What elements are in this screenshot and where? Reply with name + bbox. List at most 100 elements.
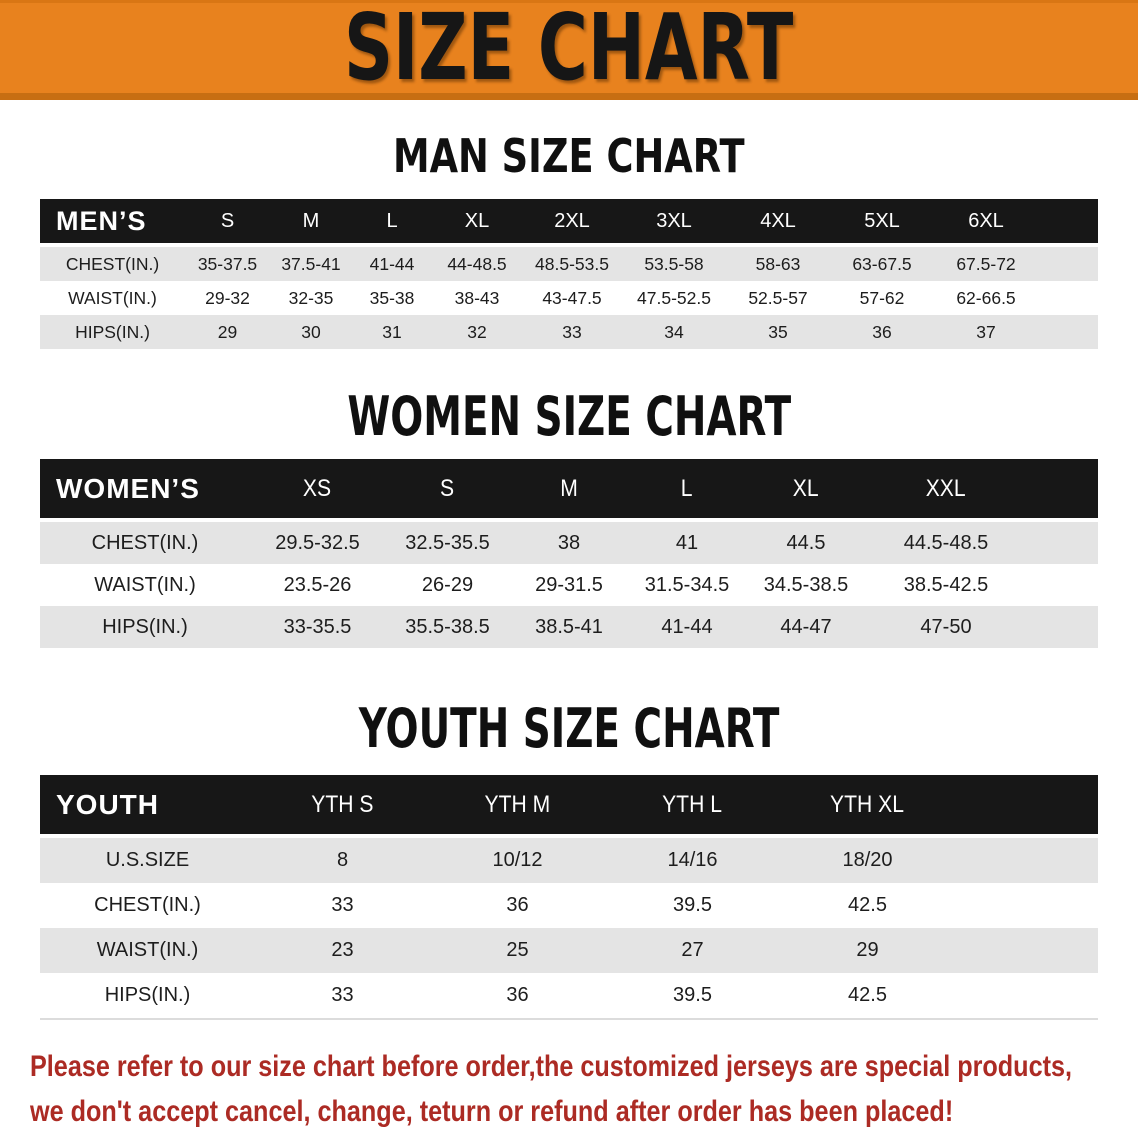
size-value-cell: 31.5-34.5 xyxy=(628,564,746,606)
size-value-cell: 32 xyxy=(432,315,522,349)
size-value-cell: 33 xyxy=(255,883,430,928)
banner: SIZE CHART xyxy=(0,0,1138,100)
table-row: CHEST(IN.) 35-37.5 37.5-41 41-44 44-48.5… xyxy=(40,245,1098,281)
page-title: SIZE CHART xyxy=(344,0,794,101)
size-value-cell: 26-29 xyxy=(385,564,510,606)
size-value-cell: 35.5-38.5 xyxy=(385,606,510,648)
row-label: WAIST(IN.) xyxy=(40,281,185,315)
size-value-cell: 67.5-72 xyxy=(934,245,1038,281)
size-column-header: 5XL xyxy=(830,199,934,247)
size-value-cell: 44.5-48.5 xyxy=(866,520,1026,564)
size-column-header: YTH L xyxy=(605,775,780,838)
disclaimer-line-2: we don't accept cancel, change, teturn o… xyxy=(30,1095,954,1128)
size-value-cell: 62-66.5 xyxy=(934,281,1038,315)
size-value-cell: 32.5-35.5 xyxy=(385,520,510,564)
size-value-cell: 29-32 xyxy=(185,281,270,315)
size-value-cell: 29.5-32.5 xyxy=(250,520,385,564)
size-column-header: M xyxy=(510,459,628,522)
size-value-cell: 36 xyxy=(430,883,605,928)
youth-table-header-row: YOUTH YTH S YTH M YTH L YTH XL xyxy=(40,775,1098,838)
size-column-header: 6XL xyxy=(934,199,1038,247)
row-label: WAIST(IN.) xyxy=(40,928,255,973)
size-value-cell: 48.5-53.5 xyxy=(522,245,622,281)
filler-cell xyxy=(955,973,1098,1020)
size-column-header: 2XL xyxy=(522,199,622,247)
size-value-cell: 32-35 xyxy=(270,281,352,315)
size-value-cell: 57-62 xyxy=(830,281,934,315)
size-column-header: XS xyxy=(250,459,385,522)
size-value-cell: 29 xyxy=(780,928,955,973)
youth-size-table: YOUTH YTH S YTH M YTH L YTH XL U.S.SIZE … xyxy=(40,775,1098,1020)
table-row: U.S.SIZE 8 10/12 14/16 18/20 xyxy=(40,836,1098,883)
filler-cell xyxy=(955,883,1098,928)
youth-chart-heading: YOUTH SIZE CHART xyxy=(358,697,780,760)
size-value-cell: 41 xyxy=(628,520,746,564)
filler-cell xyxy=(1038,281,1098,315)
size-value-cell: 23.5-26 xyxy=(250,564,385,606)
men-chart-heading: MAN SIZE CHART xyxy=(393,129,745,183)
size-value-cell: 39.5 xyxy=(605,883,780,928)
filler-cell xyxy=(1026,564,1098,606)
size-value-cell: 33 xyxy=(522,315,622,349)
size-value-cell: 37.5-41 xyxy=(270,245,352,281)
size-value-cell: 27 xyxy=(605,928,780,973)
size-column-header: S xyxy=(185,199,270,247)
disclaimer-line-1: Please refer to our size chart before or… xyxy=(30,1050,1073,1083)
size-column-header: 3XL xyxy=(622,199,726,247)
size-value-cell: 33 xyxy=(255,973,430,1020)
filler-cell xyxy=(955,775,1098,838)
size-value-cell: 42.5 xyxy=(780,973,955,1020)
size-value-cell: 63-67.5 xyxy=(830,245,934,281)
size-value-cell: 35 xyxy=(726,315,830,349)
table-row: HIPS(IN.) 33 36 39.5 42.5 xyxy=(40,973,1098,1020)
men-table-header-row: MEN’S S M L XL 2XL 3XL 4XL 5XL 6XL xyxy=(40,199,1098,247)
table-row: WAIST(IN.) 23 25 27 29 xyxy=(40,928,1098,973)
size-value-cell: 38.5-42.5 xyxy=(866,564,1026,606)
size-value-cell: 36 xyxy=(430,973,605,1020)
size-value-cell: 47.5-52.5 xyxy=(622,281,726,315)
filler-cell xyxy=(955,836,1098,883)
table-row: WAIST(IN.) 23.5-26 26-29 29-31.5 31.5-34… xyxy=(40,564,1098,606)
row-label: HIPS(IN.) xyxy=(40,315,185,349)
size-value-cell: 42.5 xyxy=(780,883,955,928)
filler-cell xyxy=(1026,520,1098,564)
size-value-cell: 39.5 xyxy=(605,973,780,1020)
size-value-cell: 18/20 xyxy=(780,836,955,883)
table-row: WAIST(IN.) 29-32 32-35 35-38 38-43 43-47… xyxy=(40,281,1098,315)
size-value-cell: 44-48.5 xyxy=(432,245,522,281)
youth-table-corner-label: YOUTH xyxy=(40,775,255,838)
size-value-cell: 29 xyxy=(185,315,270,349)
size-column-header: YTH XL xyxy=(780,775,955,838)
size-column-header: XL xyxy=(746,459,866,522)
size-value-cell: 36 xyxy=(830,315,934,349)
row-label: CHEST(IN.) xyxy=(40,883,255,928)
size-value-cell: 44.5 xyxy=(746,520,866,564)
row-label: HIPS(IN.) xyxy=(40,606,250,648)
size-column-header: 4XL xyxy=(726,199,830,247)
size-column-header: XL xyxy=(432,199,522,247)
size-column-header: XXL xyxy=(866,459,1026,522)
size-value-cell: 37 xyxy=(934,315,1038,349)
size-value-cell: 38.5-41 xyxy=(510,606,628,648)
size-column-header: M xyxy=(270,199,352,247)
filler-cell xyxy=(955,928,1098,973)
filler-cell xyxy=(1038,315,1098,349)
size-column-header: L xyxy=(352,199,432,247)
size-value-cell: 43-47.5 xyxy=(522,281,622,315)
size-value-cell: 33-35.5 xyxy=(250,606,385,648)
size-value-cell: 8 xyxy=(255,836,430,883)
size-value-cell: 31 xyxy=(352,315,432,349)
filler-cell xyxy=(1038,245,1098,281)
size-value-cell: 58-63 xyxy=(726,245,830,281)
disclaimer: Please refer to our size chart before or… xyxy=(30,1044,1138,1134)
size-value-cell: 38-43 xyxy=(432,281,522,315)
size-value-cell: 41-44 xyxy=(628,606,746,648)
row-label: HIPS(IN.) xyxy=(40,973,255,1020)
size-value-cell: 10/12 xyxy=(430,836,605,883)
women-table-header-row: WOMEN’S XS S M L XL XXL xyxy=(40,459,1098,522)
size-value-cell: 30 xyxy=(270,315,352,349)
size-value-cell: 53.5-58 xyxy=(622,245,726,281)
row-label: WAIST(IN.) xyxy=(40,564,250,606)
row-label: CHEST(IN.) xyxy=(40,520,250,564)
filler-cell xyxy=(1026,606,1098,648)
